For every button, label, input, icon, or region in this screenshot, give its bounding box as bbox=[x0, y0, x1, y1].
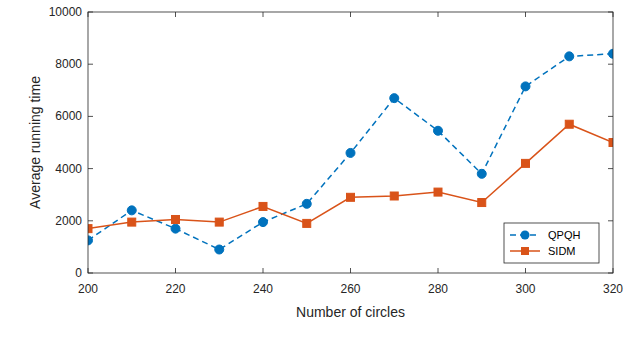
x-tick-label: 280 bbox=[428, 282, 448, 296]
data-point bbox=[522, 159, 530, 167]
data-point bbox=[128, 218, 136, 226]
legend-label: SIDM bbox=[548, 245, 576, 257]
x-tick bbox=[175, 12, 176, 17]
y-tick-label: 10000 bbox=[49, 5, 83, 19]
y-tick bbox=[88, 220, 93, 221]
x-tick-label: 260 bbox=[340, 282, 360, 296]
y-tick-label: 2000 bbox=[55, 214, 82, 228]
data-point bbox=[390, 94, 399, 103]
data-point bbox=[347, 193, 355, 201]
x-tick bbox=[350, 12, 351, 17]
x-tick bbox=[438, 12, 439, 17]
data-point bbox=[434, 188, 442, 196]
x-tick bbox=[525, 268, 526, 273]
x-tick-label: 300 bbox=[515, 282, 535, 296]
x-axis-label: Number of circles bbox=[296, 304, 405, 320]
data-point bbox=[565, 120, 573, 128]
x-tick-label: 220 bbox=[165, 282, 185, 296]
x-tick bbox=[438, 268, 439, 273]
y-tick bbox=[88, 168, 93, 169]
y-tick-label: 6000 bbox=[55, 109, 82, 123]
x-tick-label: 320 bbox=[603, 282, 623, 296]
y-tick-label: 8000 bbox=[55, 57, 82, 71]
legend-marker bbox=[521, 231, 530, 240]
y-tick bbox=[88, 64, 93, 65]
series-line bbox=[88, 54, 613, 250]
data-point bbox=[259, 218, 268, 227]
data-point bbox=[259, 202, 267, 210]
x-tick bbox=[525, 12, 526, 17]
y-tick-label: 0 bbox=[75, 266, 82, 280]
x-tick-label: 240 bbox=[253, 282, 273, 296]
series-line bbox=[88, 124, 613, 228]
data-point bbox=[215, 218, 223, 226]
data-point bbox=[215, 245, 224, 254]
x-tick bbox=[350, 268, 351, 273]
legend-marker bbox=[521, 247, 529, 255]
data-point bbox=[346, 148, 355, 157]
plot-area bbox=[88, 12, 613, 273]
x-tick bbox=[263, 268, 264, 273]
axes-frame bbox=[88, 12, 613, 273]
data-point bbox=[434, 126, 443, 135]
x-tick-label: 200 bbox=[78, 282, 98, 296]
data-point bbox=[88, 236, 93, 245]
data-point bbox=[171, 224, 180, 233]
data-point bbox=[88, 225, 92, 233]
x-tick bbox=[175, 268, 176, 273]
data-point bbox=[609, 139, 613, 147]
data-point bbox=[609, 49, 614, 58]
y-axis-label: Average running time bbox=[27, 76, 43, 209]
y-tick bbox=[88, 116, 93, 117]
y-tick bbox=[608, 64, 613, 65]
y-tick bbox=[608, 220, 613, 221]
y-tick-label: 4000 bbox=[55, 162, 82, 176]
data-point bbox=[478, 199, 486, 207]
data-point bbox=[565, 52, 574, 61]
y-tick bbox=[608, 116, 613, 117]
y-tick bbox=[608, 168, 613, 169]
legend-box bbox=[504, 223, 599, 263]
legend-label: QPQH bbox=[548, 229, 580, 241]
data-point bbox=[303, 219, 311, 227]
data-point bbox=[477, 169, 486, 178]
data-point bbox=[302, 199, 311, 208]
chart: 200 220 240 260 280 300 320 0 2000 4000 6000 8000 10… bbox=[0, 0, 628, 352]
data-point bbox=[390, 192, 398, 200]
data-point bbox=[521, 82, 530, 91]
data-point bbox=[127, 206, 136, 215]
data-point bbox=[172, 215, 180, 223]
x-tick bbox=[263, 12, 264, 17]
